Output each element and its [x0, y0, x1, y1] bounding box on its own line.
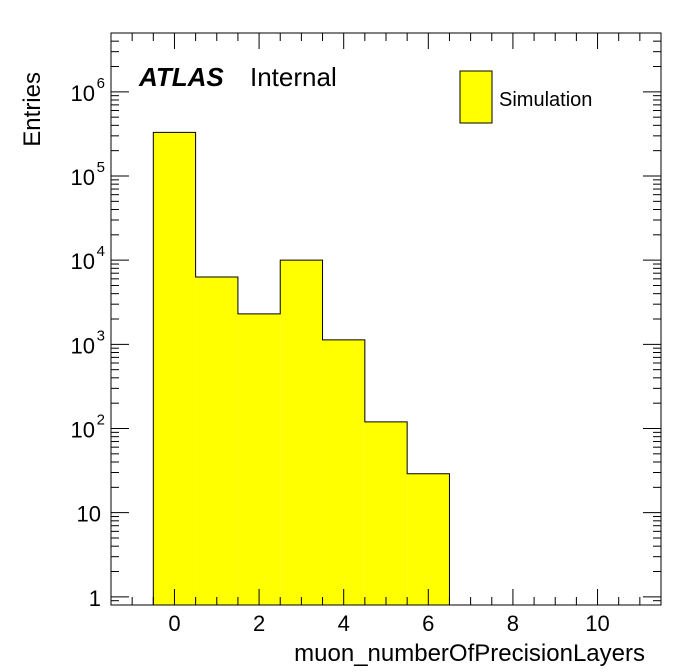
- y-tick-label-exponent: 4: [97, 243, 105, 260]
- x-tick-label: 0: [168, 611, 180, 636]
- histogram-bin-1: [195, 277, 238, 605]
- y-axis-title: Entries: [19, 72, 46, 147]
- y-tick-label-base: 1: [89, 586, 101, 611]
- x-tick-label: 4: [338, 611, 350, 636]
- atlas-label: ATLAS: [138, 62, 224, 92]
- y-tick-label: 10: [77, 502, 101, 527]
- y-tick-label-exponent: 3: [97, 327, 105, 344]
- y-tick-label: 510: [71, 159, 105, 190]
- histogram-bin-5: [364, 421, 408, 605]
- legend-swatch-simulation: [459, 70, 493, 124]
- histogram-bin-4: [322, 339, 365, 605]
- histogram-bin-2: [237, 313, 281, 605]
- legend-label-simulation: Simulation: [499, 89, 592, 111]
- y-tick-label: 610: [71, 75, 105, 106]
- y-tick-label: 410: [71, 243, 105, 274]
- x-axis-title: muon_numberOfPrecisionLayers: [294, 640, 645, 667]
- ticks-layer: [110, 32, 662, 606]
- bars-layer: [152, 131, 450, 605]
- histogram-bin-0: [153, 132, 196, 605]
- histogram-bin-6: [407, 473, 450, 605]
- x-tick-label: 2: [253, 611, 265, 636]
- y-tick-label-base: 10: [71, 165, 95, 190]
- histogram-outline: [152, 131, 450, 605]
- x-tick-label: 6: [422, 611, 434, 636]
- y-tick-label: 1: [89, 586, 101, 611]
- y-tick-label-exponent: 5: [97, 159, 105, 176]
- y-tick-label-exponent: 6: [97, 75, 105, 92]
- y-tick-label-base: 10: [71, 333, 95, 358]
- internal-label: Internal: [250, 62, 337, 92]
- y-tick-label-base: 10: [71, 81, 95, 106]
- y-tick-label-base: 10: [71, 418, 95, 443]
- y-tick-label-base: 10: [71, 249, 95, 274]
- histogram-bin-3: [280, 260, 323, 605]
- plot-frame: [110, 32, 662, 606]
- legend: Simulation: [459, 70, 592, 124]
- y-tick-label: 210: [71, 412, 105, 443]
- y-tick-label-base: 10: [77, 502, 101, 527]
- x-tick-label: 10: [585, 611, 609, 636]
- y-tick-label: 310: [71, 327, 105, 358]
- y-tick-label-exponent: 2: [97, 412, 105, 429]
- x-tick-label: 8: [507, 611, 519, 636]
